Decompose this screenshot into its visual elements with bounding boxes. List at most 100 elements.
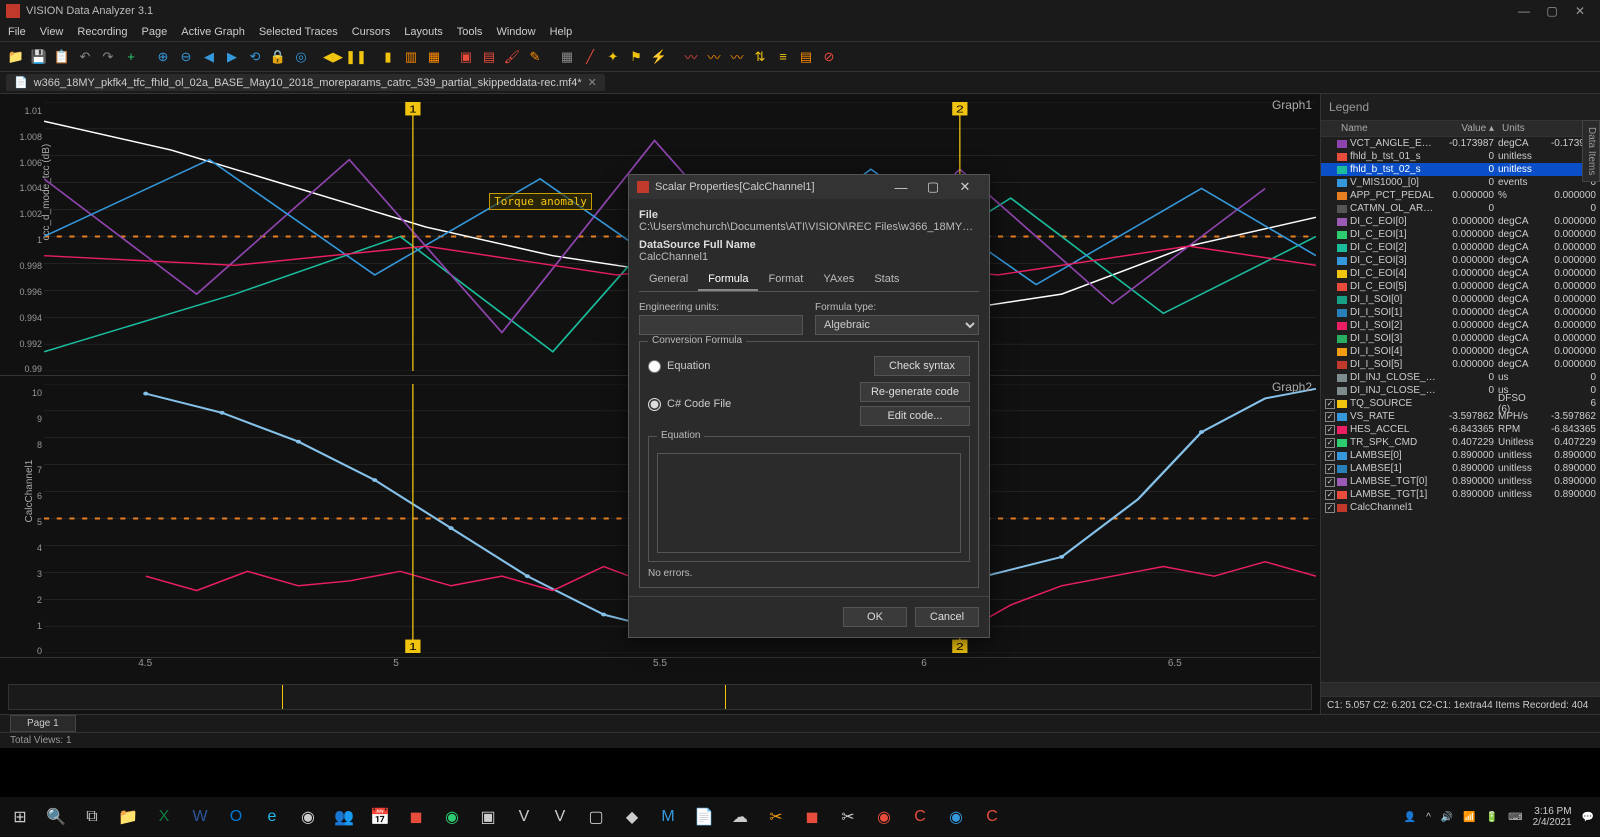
- legend-row[interactable]: DI_C_EOI[5] 0.000000 degCA 0.000000: [1321, 280, 1600, 293]
- tool-undo-icon[interactable]: ↶: [75, 47, 95, 67]
- tab-general[interactable]: General: [639, 269, 698, 291]
- legend-row[interactable]: fhld_b_tst_01_s 0 unitless 0: [1321, 150, 1600, 163]
- tool-save-icon[interactable]: 💾: [29, 47, 49, 67]
- chrome-icon[interactable]: ◉: [294, 803, 322, 831]
- tray-people-icon[interactable]: 👤: [1404, 812, 1416, 823]
- tray-battery-icon[interactable]: 🔋: [1486, 812, 1498, 823]
- app7-icon[interactable]: ◆: [618, 803, 646, 831]
- legend-row[interactable]: DI_I_SOI[3] 0.000000 degCA 0.000000: [1321, 332, 1600, 345]
- app5-icon[interactable]: V: [546, 803, 574, 831]
- tool-stop-icon[interactable]: ⊘: [819, 47, 839, 67]
- tool-marker1-icon[interactable]: ▣: [456, 47, 476, 67]
- formula-type-select[interactable]: Algebraic: [815, 315, 979, 335]
- tool-wave1-icon[interactable]: 〰: [681, 47, 701, 67]
- legend-checkbox[interactable]: ✓: [1325, 477, 1335, 487]
- tool-star-icon[interactable]: ✦: [603, 47, 623, 67]
- explorer-icon[interactable]: 📁: [114, 803, 142, 831]
- menu-selected-traces[interactable]: Selected Traces: [259, 26, 338, 38]
- menu-active-graph[interactable]: Active Graph: [181, 26, 245, 38]
- tool-anno-icon[interactable]: ✎: [525, 47, 545, 67]
- legend-row[interactable]: ✓ CalcChannel1: [1321, 501, 1600, 514]
- legend-row[interactable]: DI_I_SOI[2] 0.000000 degCA 0.000000: [1321, 319, 1600, 332]
- tool-brush-icon[interactable]: 🖌: [502, 47, 522, 67]
- radio-csharp-label[interactable]: C# Code File: [648, 398, 731, 411]
- legend-row[interactable]: ✓ LAMBSE[1] 0.890000 unitless 0.890000: [1321, 462, 1600, 475]
- tool-lock-icon[interactable]: 🔒: [268, 47, 288, 67]
- legend-checkbox[interactable]: ✓: [1325, 412, 1335, 422]
- tool-reset-icon[interactable]: ⟲: [245, 47, 265, 67]
- legend-row[interactable]: ✓ VS_RATE -3.597862 MPH/s -3.597862: [1321, 410, 1600, 423]
- app15-icon[interactable]: C: [906, 803, 934, 831]
- ie-icon[interactable]: e: [258, 803, 286, 831]
- legend-checkbox[interactable]: ✓: [1325, 399, 1335, 409]
- legend-row[interactable]: VCT_ANGLE_EXH[0] -0.173987 degCA -0.1739…: [1321, 137, 1600, 150]
- radio-csharp[interactable]: [648, 398, 661, 411]
- legend-row[interactable]: ✓ TR_SPK_CMD 0.407229 Unitless 0.407229: [1321, 436, 1600, 449]
- tool-open-icon[interactable]: 📁: [6, 47, 26, 67]
- tab-stats[interactable]: Stats: [864, 269, 909, 291]
- equation-textarea[interactable]: [657, 453, 961, 553]
- scrub-cursor2[interactable]: [725, 685, 726, 709]
- minimize-button[interactable]: —: [1510, 4, 1538, 18]
- app2-icon[interactable]: ◉: [438, 803, 466, 831]
- menu-window[interactable]: Window: [496, 26, 535, 38]
- legend-checkbox[interactable]: ✓: [1325, 451, 1335, 461]
- start-button-icon[interactable]: ⊞: [6, 803, 34, 831]
- tool-nav-right-icon[interactable]: ▶: [222, 47, 242, 67]
- legend-checkbox[interactable]: ✓: [1325, 425, 1335, 435]
- tool-redo-icon[interactable]: ↷: [98, 47, 118, 67]
- legend-row[interactable]: CATMN_OL_ARMED 0 0: [1321, 202, 1600, 215]
- tab-yaxes[interactable]: YAxes: [813, 269, 864, 291]
- legend-row[interactable]: ✓ HES_ACCEL -6.843365 RPM -6.843365: [1321, 423, 1600, 436]
- legend-row[interactable]: DI_I_SOI[0] 0.000000 degCA 0.000000: [1321, 293, 1600, 306]
- edit-code-button[interactable]: Edit code...: [860, 406, 970, 426]
- tab-formula[interactable]: Formula: [698, 269, 758, 291]
- legend-row[interactable]: ✓ LAMBSE[0] 0.890000 unitless 0.890000: [1321, 449, 1600, 462]
- legend-row[interactable]: ✓ LAMBSE_TGT[0] 0.890000 unitless 0.8900…: [1321, 475, 1600, 488]
- task-view-icon[interactable]: ⧉: [78, 803, 106, 831]
- eng-units-input[interactable]: [639, 315, 803, 335]
- menu-page[interactable]: Page: [142, 26, 168, 38]
- tool-bars-icon[interactable]: ▥: [401, 47, 421, 67]
- legend-checkbox[interactable]: ✓: [1325, 464, 1335, 474]
- legend-checkbox[interactable]: ✓: [1325, 438, 1335, 448]
- time-scrubber[interactable]: [8, 684, 1312, 710]
- legend-hscroll[interactable]: [1321, 682, 1600, 696]
- calendar-icon[interactable]: 📅: [366, 803, 394, 831]
- radio-equation[interactable]: [648, 360, 661, 373]
- menu-view[interactable]: View: [40, 26, 64, 38]
- legend-row[interactable]: DI_C_EOI[0] 0.000000 degCA 0.000000: [1321, 215, 1600, 228]
- scrub-cursor1[interactable]: [282, 685, 283, 709]
- close-button[interactable]: ✕: [1566, 4, 1594, 18]
- app12-icon[interactable]: ◼: [798, 803, 826, 831]
- legend-row[interactable]: ✓ TQ_SOURCE DFSO (6) 6: [1321, 397, 1600, 410]
- tray-volume-icon[interactable]: 🔊: [1441, 812, 1453, 823]
- app16-icon[interactable]: ◉: [942, 803, 970, 831]
- tool-wave3-icon[interactable]: 〰: [727, 47, 747, 67]
- tab-format[interactable]: Format: [758, 269, 813, 291]
- word-icon[interactable]: W: [186, 803, 214, 831]
- tool-cursor1-icon[interactable]: ▮: [378, 47, 398, 67]
- teams-icon[interactable]: 👥: [330, 803, 358, 831]
- maximize-button[interactable]: ▢: [1538, 4, 1566, 18]
- legend-row[interactable]: fhld_b_tst_02_s 0 unitless 0: [1321, 163, 1600, 176]
- notifications-icon[interactable]: 💬: [1582, 812, 1594, 823]
- menu-tools[interactable]: Tools: [457, 26, 483, 38]
- clock[interactable]: 3:16 PM 2/4/2021: [1533, 806, 1572, 828]
- close-tab-icon[interactable]: ✕: [588, 76, 597, 89]
- tool-add-icon[interactable]: +: [121, 47, 141, 67]
- app6-icon[interactable]: ▢: [582, 803, 610, 831]
- tool-spark-icon[interactable]: ⚡: [649, 47, 669, 67]
- legend-row[interactable]: DI_I_SOI[1] 0.000000 degCA 0.000000: [1321, 306, 1600, 319]
- search-icon[interactable]: 🔍: [42, 803, 70, 831]
- app9-icon[interactable]: 📄: [690, 803, 718, 831]
- tool-line-icon[interactable]: ╱: [580, 47, 600, 67]
- tool-grid-icon[interactable]: ▦: [557, 47, 577, 67]
- legend-checkbox[interactable]: ✓: [1325, 490, 1335, 500]
- legend-row[interactable]: DI_C_EOI[3] 0.000000 degCA 0.000000: [1321, 254, 1600, 267]
- legend-col-value[interactable]: Value ▴: [1442, 121, 1498, 136]
- annotation-torque[interactable]: Torque anomaly: [489, 193, 592, 210]
- app4-icon[interactable]: V: [510, 803, 538, 831]
- dialog-titlebar[interactable]: Scalar Properties[CalcChannel1] — ▢ ✕: [629, 175, 989, 199]
- legend-row[interactable]: V_MIS1000_[0] 0 events 0: [1321, 176, 1600, 189]
